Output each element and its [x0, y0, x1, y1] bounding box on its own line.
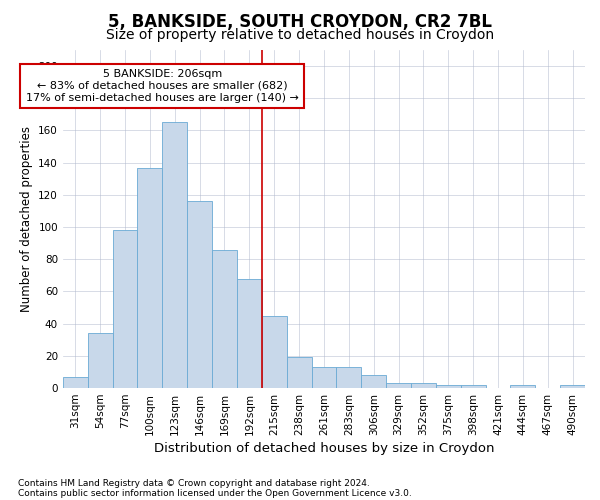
Bar	[386, 383, 411, 388]
Bar	[88, 334, 113, 388]
Text: 5 BANKSIDE: 206sqm
← 83% of detached houses are smaller (682)
17% of semi-detach: 5 BANKSIDE: 206sqm ← 83% of detached hou…	[26, 70, 299, 102]
Bar	[337, 367, 361, 388]
Text: Size of property relative to detached houses in Croydon: Size of property relative to detached ho…	[106, 28, 494, 42]
Bar	[163, 122, 187, 388]
Bar	[212, 250, 237, 388]
Bar	[63, 377, 88, 388]
Text: Contains public sector information licensed under the Open Government Licence v3: Contains public sector information licen…	[18, 488, 412, 498]
Bar	[436, 385, 461, 388]
Bar	[411, 383, 436, 388]
Bar	[560, 385, 585, 388]
Bar	[237, 278, 262, 388]
Bar	[311, 367, 337, 388]
Text: Contains HM Land Registry data © Crown copyright and database right 2024.: Contains HM Land Registry data © Crown c…	[18, 478, 370, 488]
Bar	[187, 202, 212, 388]
Y-axis label: Number of detached properties: Number of detached properties	[20, 126, 32, 312]
Bar	[361, 375, 386, 388]
Bar	[461, 385, 485, 388]
Bar	[137, 168, 163, 388]
Bar	[262, 316, 287, 388]
Bar	[287, 358, 311, 388]
Text: 5, BANKSIDE, SOUTH CROYDON, CR2 7BL: 5, BANKSIDE, SOUTH CROYDON, CR2 7BL	[108, 12, 492, 30]
Bar	[113, 230, 137, 388]
X-axis label: Distribution of detached houses by size in Croydon: Distribution of detached houses by size …	[154, 442, 494, 455]
Bar	[511, 385, 535, 388]
